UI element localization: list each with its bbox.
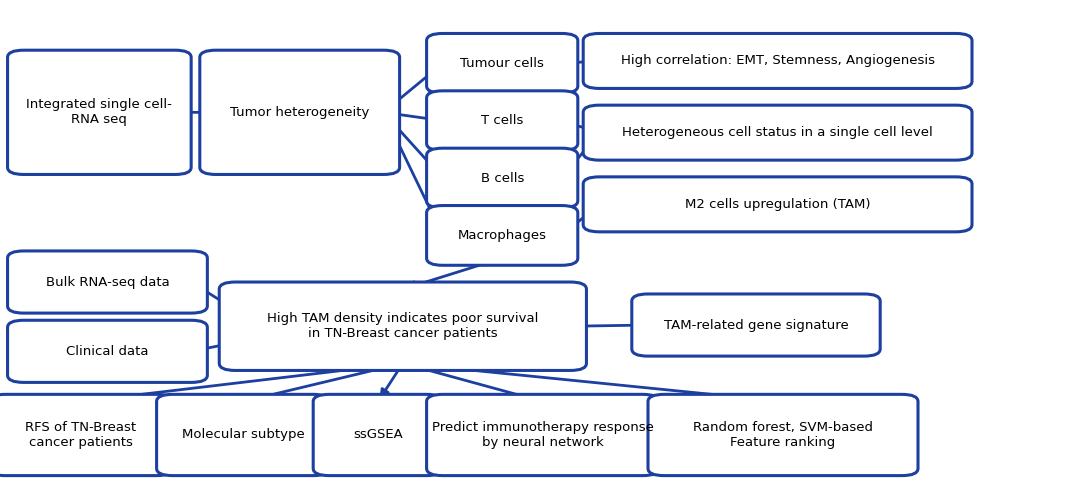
FancyBboxPatch shape <box>8 320 207 382</box>
Text: B cells: B cells <box>481 172 524 185</box>
Text: T cells: T cells <box>481 114 524 127</box>
FancyBboxPatch shape <box>427 394 659 476</box>
FancyBboxPatch shape <box>8 251 207 313</box>
FancyBboxPatch shape <box>583 105 972 160</box>
Text: TAM-related gene signature: TAM-related gene signature <box>663 318 849 332</box>
FancyBboxPatch shape <box>313 394 443 476</box>
Text: Heterogeneous cell status in a single cell level: Heterogeneous cell status in a single ce… <box>622 126 933 139</box>
Text: RFS of TN-Breast
cancer patients: RFS of TN-Breast cancer patients <box>26 421 136 449</box>
FancyBboxPatch shape <box>427 91 578 151</box>
FancyBboxPatch shape <box>427 148 578 208</box>
FancyBboxPatch shape <box>648 394 918 476</box>
FancyBboxPatch shape <box>632 294 880 356</box>
FancyBboxPatch shape <box>0 394 173 476</box>
FancyBboxPatch shape <box>219 282 586 370</box>
Text: Tumor heterogeneity: Tumor heterogeneity <box>230 106 369 119</box>
Text: High TAM density indicates poor survival
in TN-Breast cancer patients: High TAM density indicates poor survival… <box>267 312 539 340</box>
FancyBboxPatch shape <box>583 33 972 88</box>
FancyBboxPatch shape <box>157 394 329 476</box>
Text: Random forest, SVM-based
Feature ranking: Random forest, SVM-based Feature ranking <box>693 421 873 449</box>
Text: Macrophages: Macrophages <box>458 229 546 242</box>
Text: ssGSEA: ssGSEA <box>353 428 403 442</box>
Text: Tumour cells: Tumour cells <box>460 57 544 70</box>
Text: Predict immunotherapy response
by neural network: Predict immunotherapy response by neural… <box>432 421 653 449</box>
FancyBboxPatch shape <box>427 33 578 93</box>
FancyBboxPatch shape <box>200 50 400 174</box>
FancyBboxPatch shape <box>583 177 972 232</box>
Text: Integrated single cell-
RNA seq: Integrated single cell- RNA seq <box>26 98 173 126</box>
FancyBboxPatch shape <box>8 50 191 174</box>
FancyBboxPatch shape <box>427 206 578 265</box>
Text: High correlation: EMT, Stemness, Angiogenesis: High correlation: EMT, Stemness, Angioge… <box>621 54 934 67</box>
Text: Molecular subtype: Molecular subtype <box>181 428 305 442</box>
Text: Clinical data: Clinical data <box>66 345 149 358</box>
Text: Bulk RNA-seq data: Bulk RNA-seq data <box>45 275 170 289</box>
Text: M2 cells upregulation (TAM): M2 cells upregulation (TAM) <box>685 198 870 211</box>
